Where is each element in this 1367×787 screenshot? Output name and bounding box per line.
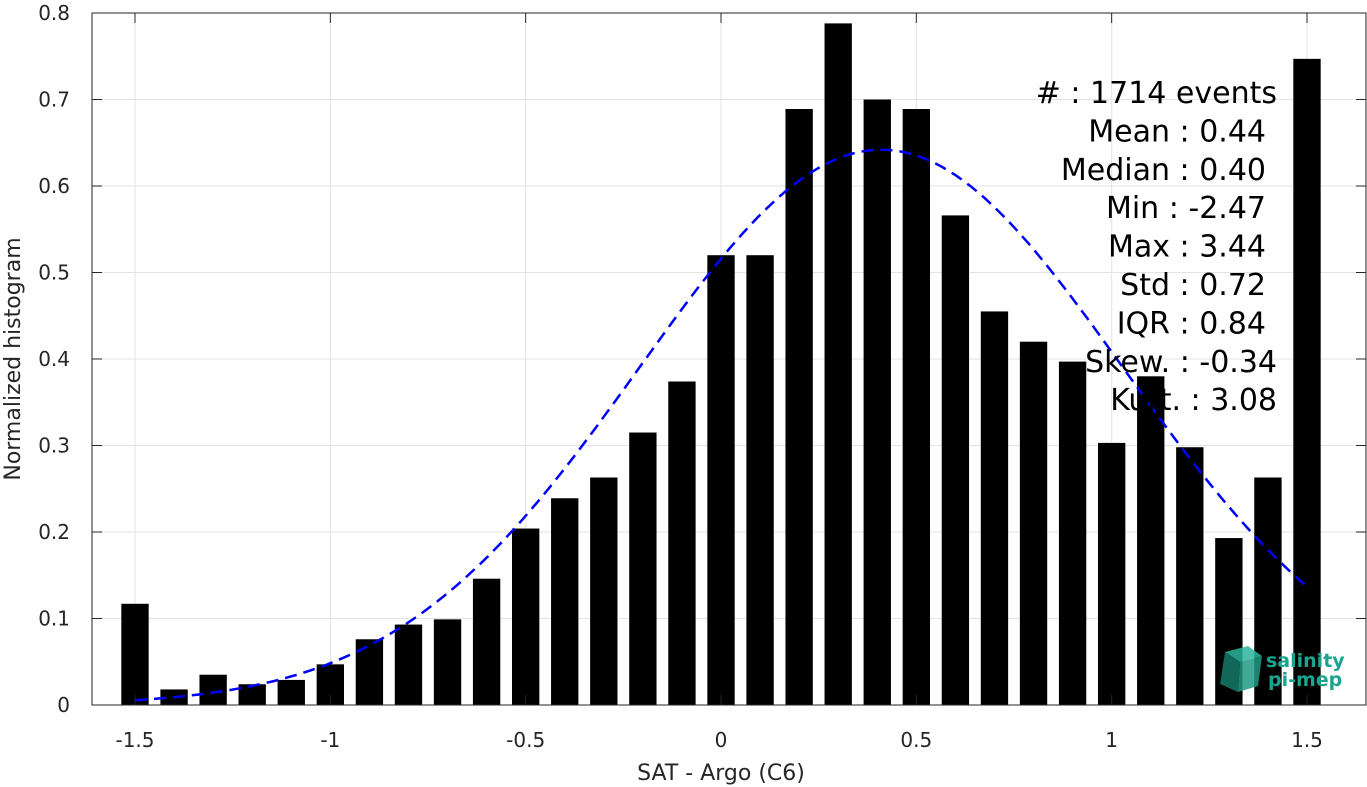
histogram-bar — [980, 311, 1009, 705]
y-tick-label: 0.5 — [38, 261, 70, 285]
histogram-bar — [433, 619, 462, 705]
y-tick-label: 0.6 — [38, 174, 70, 198]
x-tick-label: -1.5 — [115, 728, 154, 752]
y-axis-ticks: 0 0.1 0.2 0.3 0.4 0.5 0.6 0.7 0.8 — [38, 1, 1366, 717]
histogram-bar — [824, 23, 852, 705]
histogram-bar — [863, 99, 891, 705]
y-tick-label: 0.8 — [38, 1, 70, 25]
stats-line: Min : -2.47 — [1106, 191, 1266, 226]
histogram-bar — [1058, 361, 1087, 705]
logo-text-line2: pi-mep — [1268, 669, 1342, 691]
histogram-bar — [277, 679, 305, 705]
histogram-bar — [785, 109, 813, 705]
histogram-bar — [668, 381, 696, 705]
x-tick-label: 0.5 — [900, 728, 932, 752]
histogram-bar — [629, 432, 657, 705]
histogram-bar — [1097, 442, 1126, 705]
histogram-bar — [199, 674, 227, 705]
y-axis-title: Normalized histogram — [1, 237, 26, 480]
y-tick-label: 0 — [57, 693, 70, 717]
histogram-bar — [472, 578, 501, 705]
histogram-bar — [902, 109, 931, 705]
histogram-bar — [1137, 376, 1165, 705]
x-tick-label: 1.5 — [1291, 728, 1323, 752]
stats-line: Std : 0.72 — [1120, 268, 1266, 303]
stats-line: Skew. : -0.34 — [1085, 345, 1277, 380]
gaussian-fit-curve — [134, 148, 1308, 702]
x-tick-label: 0 — [715, 728, 728, 752]
y-tick-label: 0.2 — [38, 520, 70, 544]
x-tick-label: -0.5 — [506, 728, 545, 752]
histogram-bar — [941, 215, 970, 705]
stats-line: # : 1714 events — [1036, 76, 1277, 111]
histogram-bar — [1176, 447, 1204, 705]
histogram-bar — [590, 477, 618, 705]
histogram-bar — [394, 624, 423, 705]
y-tick-label: 0.3 — [38, 434, 70, 458]
y-tick-label: 0.1 — [38, 607, 70, 631]
y-tick-label: 0.7 — [38, 88, 70, 112]
logo-text-line1: salinity — [1266, 650, 1345, 672]
histogram-bar — [707, 255, 735, 705]
x-tick-label: 1 — [1105, 728, 1118, 752]
histogram-bar — [1293, 58, 1321, 706]
histogram-bar — [1019, 341, 1048, 705]
histogram-bar — [746, 255, 774, 705]
stats-line: Mean : 0.44 — [1088, 114, 1266, 149]
histogram-bar — [121, 603, 149, 705]
stats-line: Median : 0.40 — [1061, 153, 1266, 188]
salinity-pi-mep-logo: salinity pi-mep — [1220, 646, 1345, 692]
x-tick-label: -1 — [320, 728, 340, 752]
x-axis-title: SAT - Argo (C6) — [637, 761, 805, 786]
stats-line: Kurt. : 3.08 — [1110, 383, 1277, 418]
histogram-bar — [551, 498, 579, 705]
histogram-bar — [238, 684, 266, 705]
stats-line: IQR : 0.84 — [1117, 306, 1266, 341]
histogram-bar — [511, 528, 540, 705]
x-axis-ticks: -1.5 -1 -0.5 0 0.5 1 1.5 — [115, 13, 1323, 752]
stats-line: Max : 3.44 — [1108, 230, 1266, 265]
y-tick-label: 0.4 — [38, 347, 70, 371]
cube-icon — [1220, 646, 1262, 692]
